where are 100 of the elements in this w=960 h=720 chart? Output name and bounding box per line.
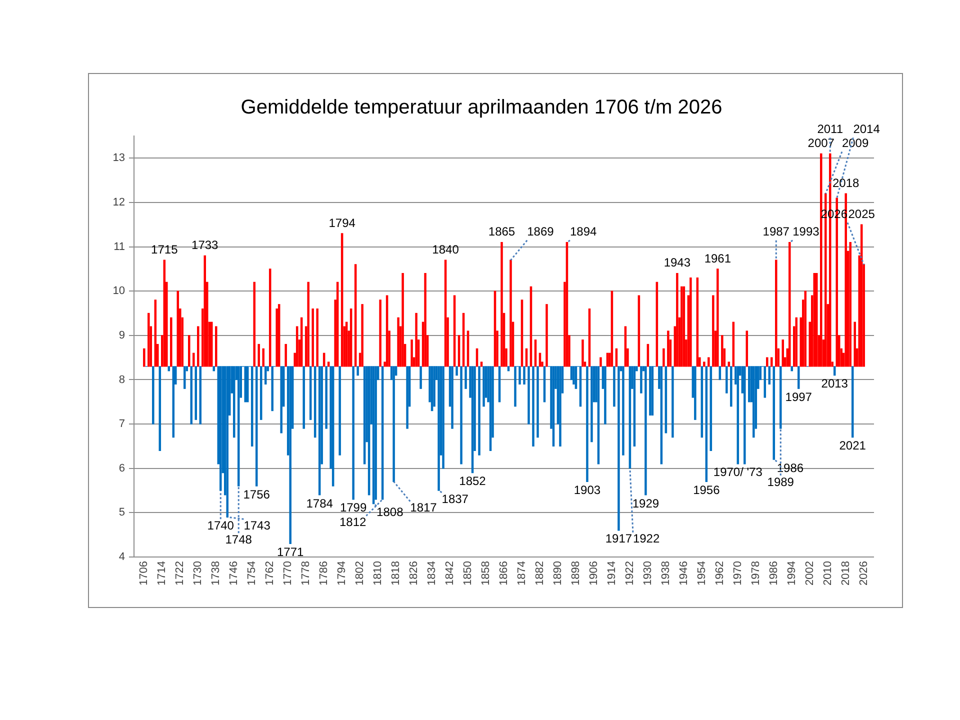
annotation: 1903 <box>574 482 601 497</box>
bar <box>458 335 460 367</box>
x-tick-label: 1994 <box>786 561 798 586</box>
annotation: 1997 <box>785 390 812 404</box>
bar <box>532 366 534 447</box>
x-tick-label: 1866 <box>498 561 510 586</box>
bar <box>184 366 186 389</box>
bar <box>262 348 264 367</box>
bar <box>815 273 818 367</box>
bar <box>325 366 328 429</box>
bar <box>196 326 200 367</box>
annotation: 1794 <box>328 216 356 230</box>
bar <box>775 260 778 367</box>
annotation: 1894 <box>570 224 597 239</box>
bar <box>798 366 800 389</box>
bar <box>210 322 213 367</box>
bar <box>338 366 341 456</box>
x-tick-label: 1762 <box>264 561 276 586</box>
annotation: 1970/ '73 <box>713 465 763 480</box>
annotation: 1852 <box>459 474 486 488</box>
annotation: 1956 <box>693 482 720 497</box>
annotation: 1929 <box>632 496 660 510</box>
annotation: 2025 <box>848 206 876 221</box>
x-tick-label: 1882 <box>534 561 546 586</box>
bar <box>307 282 310 367</box>
annotation: 1917 <box>605 532 632 546</box>
annotation: 1756 <box>243 487 270 502</box>
bar <box>813 273 816 367</box>
bar <box>536 366 539 438</box>
bar <box>379 300 382 367</box>
bar <box>613 366 616 407</box>
bar <box>438 366 440 491</box>
annotation: 1989 <box>767 474 794 489</box>
annotation: 1812 <box>340 515 367 530</box>
x-tick-label: 1746 <box>228 561 240 586</box>
y-tick-label: 8 <box>118 374 125 386</box>
annotation: 1715 <box>151 242 178 256</box>
bar <box>466 330 470 367</box>
annotation: 2014 <box>853 122 880 136</box>
bar <box>716 268 719 367</box>
x-tick-label: 1722 <box>174 561 186 586</box>
annotation: 1987 <box>762 224 790 239</box>
bar <box>253 282 256 367</box>
bar <box>397 317 400 367</box>
bar <box>780 366 782 429</box>
bar <box>143 348 146 367</box>
bar <box>590 366 593 442</box>
bar <box>708 357 710 367</box>
bar <box>361 304 364 367</box>
x-tick-label: 1818 <box>390 561 402 586</box>
annotation: 1743 <box>244 518 271 532</box>
bar <box>190 366 193 424</box>
y-tick-label: 13 <box>112 152 125 164</box>
bar <box>271 366 274 412</box>
x-tick-label: 2010 <box>822 561 834 586</box>
annotation: 2021 <box>839 438 866 453</box>
annotation: 1771 <box>276 545 304 560</box>
y-tick-label: 12 <box>112 196 125 209</box>
bar <box>356 366 359 376</box>
bar <box>192 352 195 367</box>
x-tick-label: 2026 <box>858 561 870 586</box>
bar <box>406 366 408 429</box>
annotation: 1869 <box>527 224 554 239</box>
x-tick-label: 1986 <box>768 561 780 586</box>
bar <box>748 366 750 402</box>
bar <box>352 366 354 500</box>
annotation: 1740 <box>207 518 234 532</box>
bar <box>170 317 172 367</box>
bar <box>456 366 458 376</box>
bar <box>482 366 485 407</box>
bar <box>546 304 548 367</box>
bar <box>420 366 422 389</box>
x-tick-label: 1890 <box>552 561 564 586</box>
bar <box>204 255 206 367</box>
bar <box>694 366 696 420</box>
bar <box>518 366 521 384</box>
annotation: 2013 <box>821 376 848 391</box>
x-tick-label: 1786 <box>318 561 330 586</box>
bar <box>415 312 418 367</box>
annotation: 2018 <box>832 176 860 190</box>
bar <box>582 340 584 367</box>
x-tick-label: 1930 <box>642 561 654 586</box>
bar <box>649 366 652 416</box>
bar <box>712 295 714 367</box>
x-tick-label: 1706 <box>138 561 150 586</box>
bar <box>730 366 732 407</box>
bar <box>212 366 215 372</box>
bar <box>795 317 798 367</box>
bar <box>586 366 588 482</box>
bar <box>302 366 305 429</box>
bar <box>703 362 706 367</box>
bar <box>312 308 314 367</box>
x-tick-label: 1906 <box>588 561 600 586</box>
x-tick-label: 1834 <box>426 561 438 586</box>
bar <box>604 366 606 424</box>
bar <box>672 366 674 438</box>
bar <box>152 366 154 424</box>
annotation: 1922 <box>632 532 660 546</box>
x-tick-label: 1754 <box>246 561 258 586</box>
bar <box>284 344 287 367</box>
